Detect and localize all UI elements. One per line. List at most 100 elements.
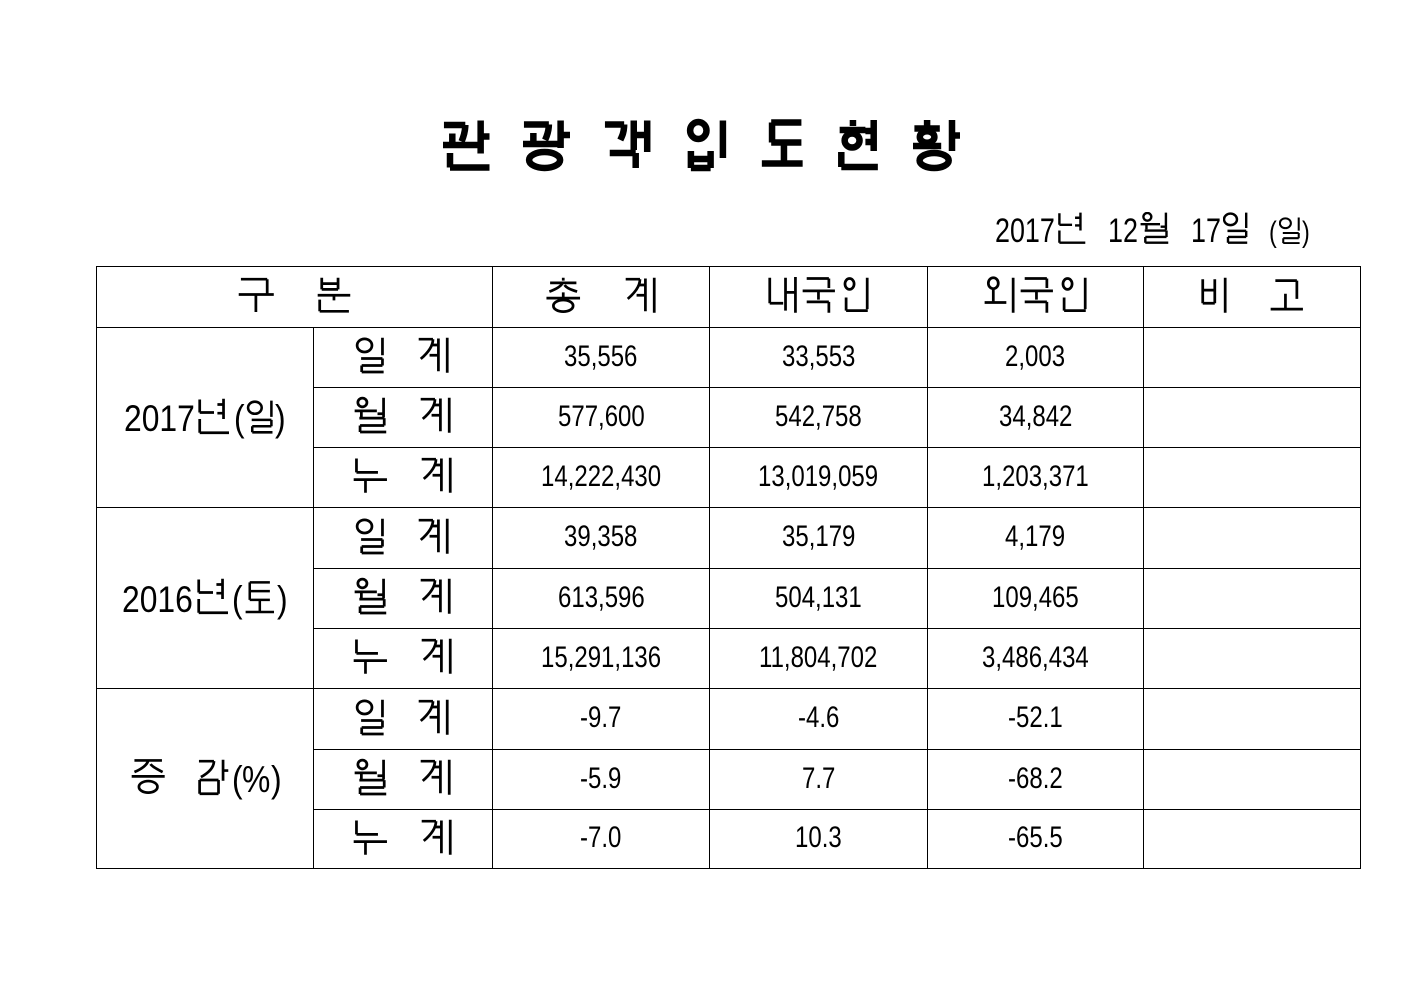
hangul-glyph bbox=[1223, 212, 1248, 245]
cell-domestic: 10.3 bbox=[709, 809, 928, 869]
hangul-glyph bbox=[984, 276, 1015, 313]
header-category bbox=[96, 266, 493, 328]
group-label-change: (%) bbox=[96, 688, 314, 869]
text-run: -65.5 bbox=[1008, 821, 1063, 855]
space bbox=[731, 167, 758, 168]
hangul-glyph bbox=[418, 518, 449, 554]
space bbox=[387, 553, 413, 554]
text-run: 7.7 bbox=[801, 761, 836, 795]
row-label bbox=[313, 809, 493, 869]
text-run: ( bbox=[232, 578, 243, 620]
text-run: 2017 bbox=[124, 398, 195, 440]
hangul-glyph bbox=[356, 699, 385, 736]
hangul-glyph bbox=[196, 578, 228, 615]
text-run: 109,465 bbox=[992, 580, 1079, 614]
cell-domestic: 504,131 bbox=[709, 568, 928, 629]
text-run: 33,553 bbox=[781, 339, 856, 373]
text-run: ) bbox=[1302, 215, 1311, 249]
space bbox=[493, 167, 520, 168]
cell-foreign: -65.5 bbox=[927, 809, 1144, 869]
hangul-glyph bbox=[837, 120, 878, 171]
hangul-glyph bbox=[605, 120, 651, 169]
text-run: 504,131 bbox=[775, 580, 862, 614]
hangul-glyph bbox=[1020, 277, 1053, 313]
hangul-glyph bbox=[421, 579, 451, 615]
header-total bbox=[492, 266, 710, 328]
cell-domestic: -4.6 bbox=[709, 688, 928, 750]
hangul-glyph bbox=[1058, 212, 1086, 245]
table-row: -7.0 10.3 -65.5 bbox=[97, 809, 1361, 869]
cell-note bbox=[1143, 688, 1361, 750]
cell-domestic: 33,553 bbox=[709, 327, 928, 388]
header-note bbox=[1143, 266, 1361, 328]
text-run: 3,486,434 bbox=[982, 640, 1089, 674]
table-row: 613,596 504,131 109,465 bbox=[97, 568, 1361, 629]
cell-total: 35,556 bbox=[492, 327, 710, 388]
space bbox=[584, 312, 621, 313]
hangul-glyph bbox=[626, 277, 656, 313]
hangul-glyph bbox=[1270, 279, 1303, 311]
report-date: 2017 12 17 () bbox=[995, 210, 1310, 248]
space bbox=[277, 312, 314, 313]
table-row: -5.9 7.7 -68.2 bbox=[97, 749, 1361, 810]
cell-note bbox=[1143, 327, 1361, 388]
text-run: 1,203,371 bbox=[982, 459, 1089, 493]
hangul-glyph bbox=[131, 758, 165, 794]
cell-total: 15,291,136 bbox=[492, 628, 710, 689]
row-label bbox=[313, 507, 493, 569]
cell-foreign: 3,486,434 bbox=[927, 628, 1144, 689]
cell-note bbox=[1143, 628, 1361, 689]
cell-foreign: 1,203,371 bbox=[927, 447, 1144, 508]
hangul-glyph bbox=[523, 120, 571, 172]
table-row: (%) -9.7 -4.6 -52.1 bbox=[96, 688, 1361, 869]
table-header-row bbox=[96, 266, 1361, 328]
hangul-glyph bbox=[418, 338, 449, 374]
space bbox=[574, 167, 601, 168]
text-run: ( bbox=[1269, 215, 1278, 249]
cell-note bbox=[1143, 749, 1361, 810]
text-run: 2017 bbox=[994, 211, 1055, 250]
cell-note bbox=[1143, 447, 1361, 508]
text-run: 35,179 bbox=[781, 520, 856, 554]
hangul-glyph bbox=[356, 337, 385, 374]
space bbox=[387, 373, 413, 374]
cell-total: 613,596 bbox=[492, 568, 710, 629]
text-run: ) bbox=[275, 398, 287, 440]
row-label bbox=[313, 387, 493, 448]
space bbox=[390, 433, 416, 434]
row-label bbox=[313, 688, 493, 750]
space bbox=[807, 167, 834, 168]
hangul-glyph bbox=[197, 759, 228, 795]
cell-domestic: 542,758 bbox=[709, 387, 928, 448]
header-domestic bbox=[709, 266, 928, 328]
hangul-glyph bbox=[442, 120, 490, 171]
text-run: 12 bbox=[1108, 211, 1139, 250]
cell-total: -9.7 bbox=[492, 688, 710, 750]
space bbox=[883, 167, 910, 168]
cell-domestic: 11,804,702 bbox=[709, 628, 928, 689]
cell-total: -5.9 bbox=[492, 749, 710, 810]
cell-foreign: 34,842 bbox=[927, 387, 1144, 448]
text-run: 35,556 bbox=[564, 339, 638, 373]
cell-domestic: 7.7 bbox=[709, 749, 928, 810]
row-label bbox=[313, 447, 493, 508]
text-run: ) bbox=[270, 759, 282, 801]
hangul-glyph bbox=[768, 276, 797, 313]
text-run: 542,758 bbox=[775, 399, 862, 433]
space bbox=[390, 614, 416, 615]
row-label bbox=[313, 327, 493, 388]
space bbox=[387, 734, 413, 735]
tourist-arrivals-table: 2017 () 35,556 33,553 2,003 577,600 542,7… bbox=[96, 266, 1361, 869]
table-row: 577,600 542,758 34,842 bbox=[97, 387, 1361, 448]
hangul-glyph bbox=[353, 458, 388, 494]
text-run: 13,019,059 bbox=[758, 459, 879, 493]
hangul-glyph bbox=[802, 277, 835, 313]
hangul-glyph bbox=[1140, 212, 1169, 245]
hangul-glyph bbox=[1201, 277, 1228, 313]
hangul-glyph bbox=[546, 277, 580, 313]
group-label-2016: 2016 () bbox=[96, 507, 314, 689]
group-label-2017: 2017 () bbox=[96, 327, 314, 508]
cell-total: -7.0 bbox=[492, 809, 710, 869]
text-run: % bbox=[242, 759, 271, 801]
